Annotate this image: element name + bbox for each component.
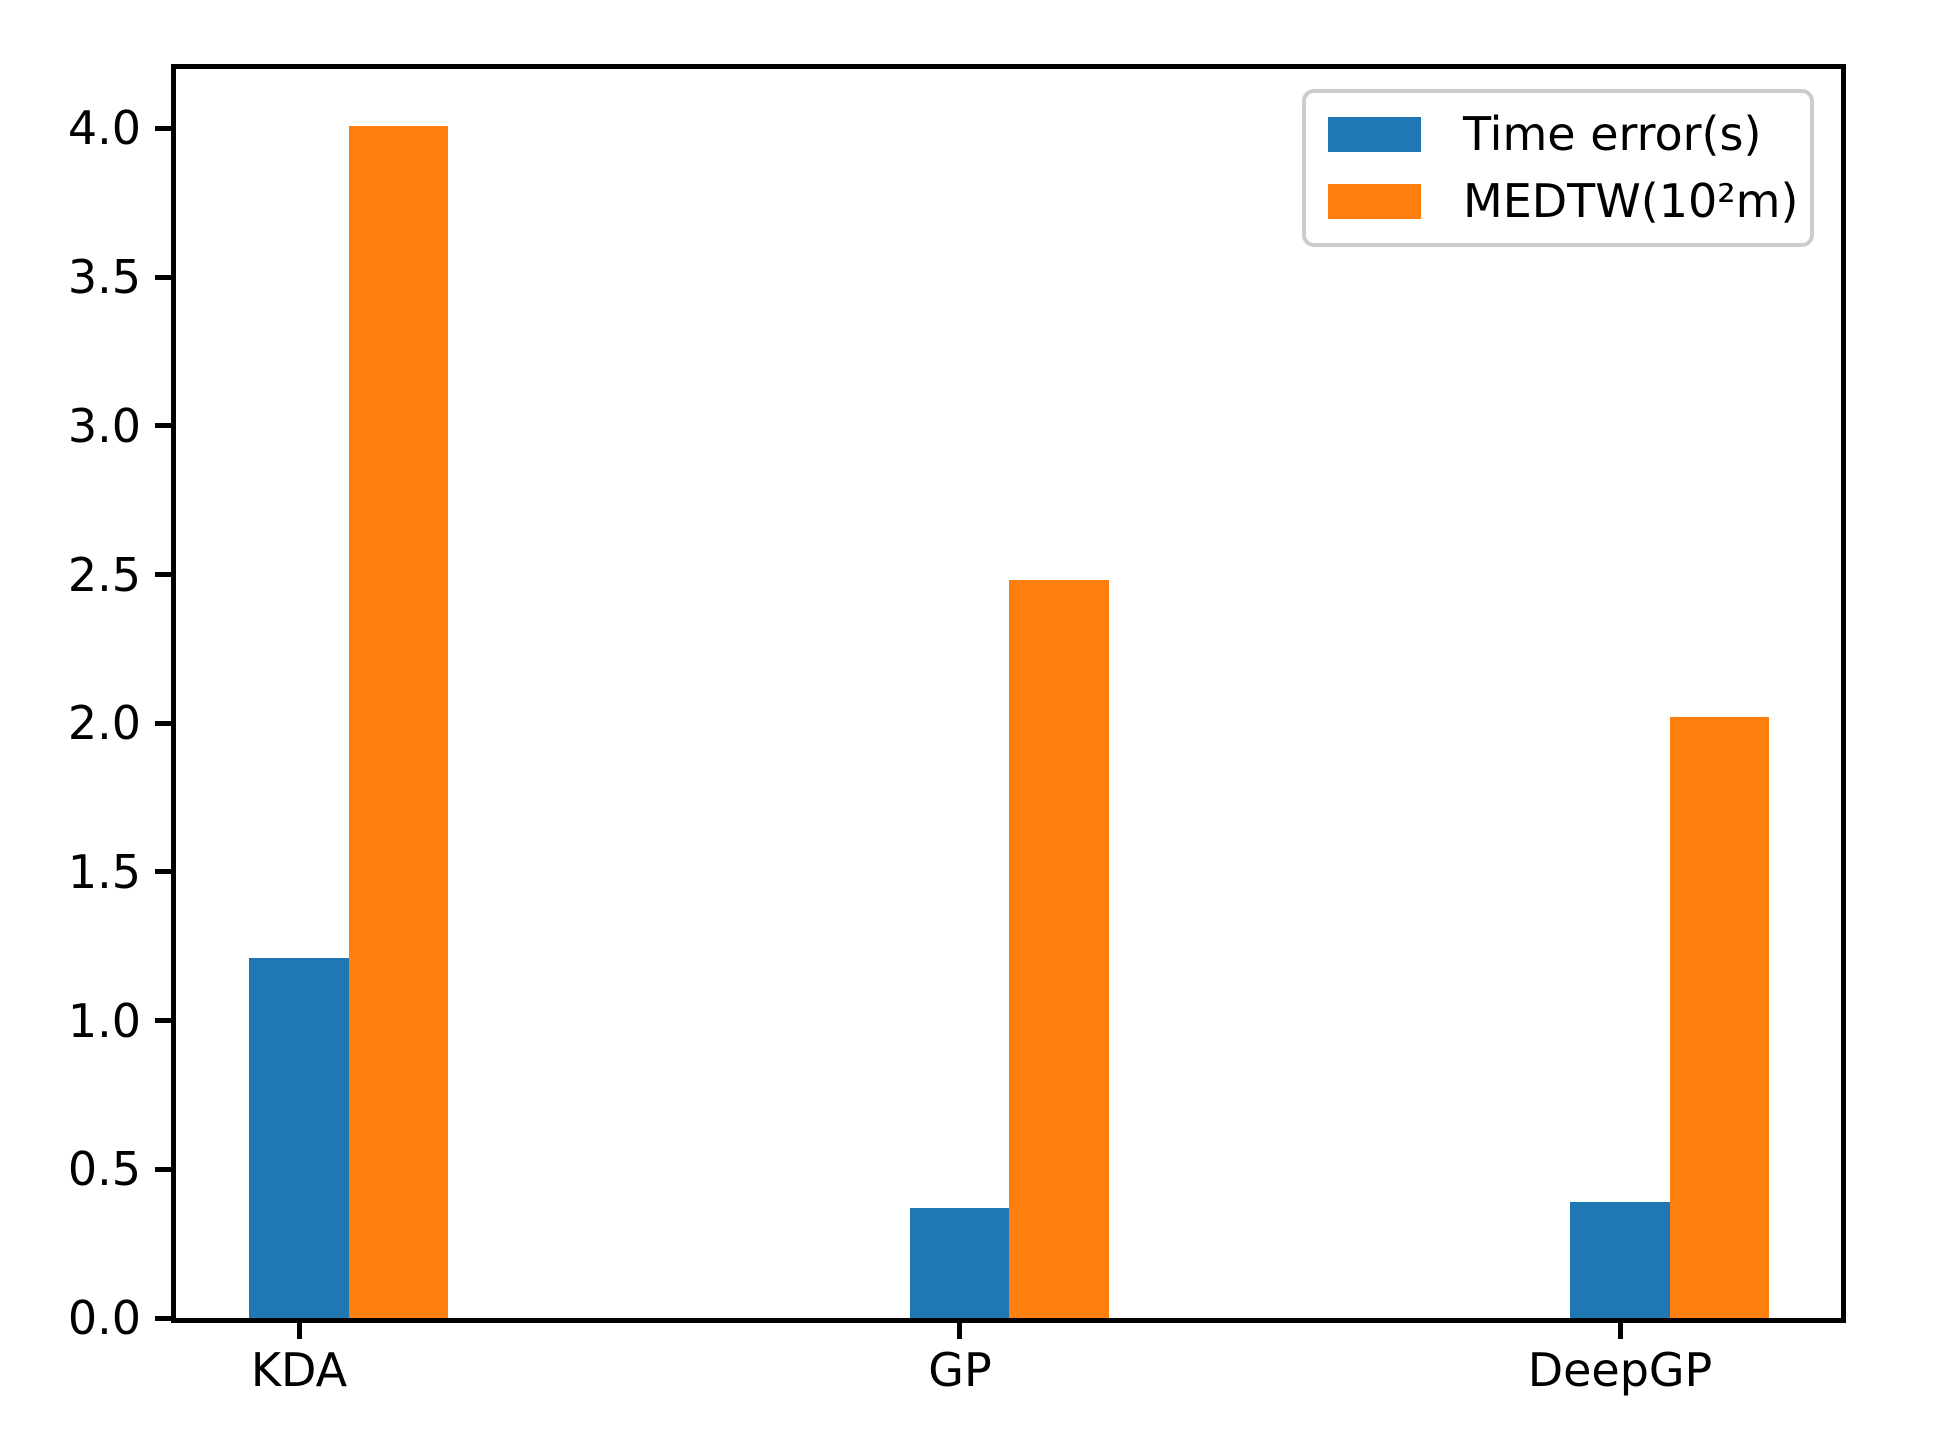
legend-swatch-time-error-s — [1328, 117, 1421, 153]
y-tick-mark — [155, 1167, 171, 1172]
bar-medtw-10-m-kda — [348, 126, 449, 1318]
y-tick-label: 0.5 — [67, 1142, 141, 1196]
y-tick-mark — [155, 1316, 171, 1321]
legend-swatch-medtw-10-m — [1328, 183, 1421, 219]
y-tick-mark — [155, 423, 171, 428]
bar-time-error-s-deepgp — [1570, 1202, 1670, 1318]
y-tick-mark — [155, 126, 171, 131]
y-tick-label: 1.0 — [67, 994, 141, 1048]
x-tick-label-kda: KDA — [250, 1343, 348, 1397]
x-tick-label-gp: GP — [928, 1343, 992, 1397]
legend: Time error(s) MEDTW(10²m) — [1302, 89, 1814, 247]
y-tick-label: 2.5 — [67, 548, 141, 602]
y-tick-mark — [155, 275, 171, 280]
x-tick-label-deepgp: DeepGP — [1527, 1343, 1713, 1397]
plot-area — [171, 64, 1846, 1323]
y-tick-label: 2.0 — [67, 696, 141, 750]
bar-medtw-10-m-deepgp — [1669, 717, 1770, 1318]
legend-row: Time error(s) — [1328, 109, 1790, 160]
y-tick-label: 3.5 — [67, 250, 141, 304]
x-tick-mark — [297, 1323, 302, 1339]
y-tick-label: 0.0 — [67, 1291, 141, 1345]
bar-time-error-s-kda — [249, 958, 349, 1318]
x-tick-mark — [957, 1323, 962, 1339]
bar-time-error-s-gp — [909, 1208, 1010, 1318]
y-tick-label: 1.5 — [67, 845, 141, 899]
legend-label-medtw-10-m: MEDTW(10²m) — [1463, 174, 1799, 229]
y-tick-mark — [155, 721, 171, 726]
y-tick-label: 3.0 — [67, 399, 141, 453]
y-tick-label: 4.0 — [67, 101, 141, 155]
legend-label-time-error-s: Time error(s) — [1463, 107, 1762, 162]
bar-medtw-10-m-gp — [1009, 580, 1109, 1318]
y-tick-mark — [155, 1018, 171, 1023]
y-tick-mark — [155, 572, 171, 577]
legend-row: MEDTW(10²m) — [1328, 176, 1798, 227]
y-tick-mark — [155, 869, 171, 874]
x-tick-mark — [1618, 1323, 1623, 1339]
